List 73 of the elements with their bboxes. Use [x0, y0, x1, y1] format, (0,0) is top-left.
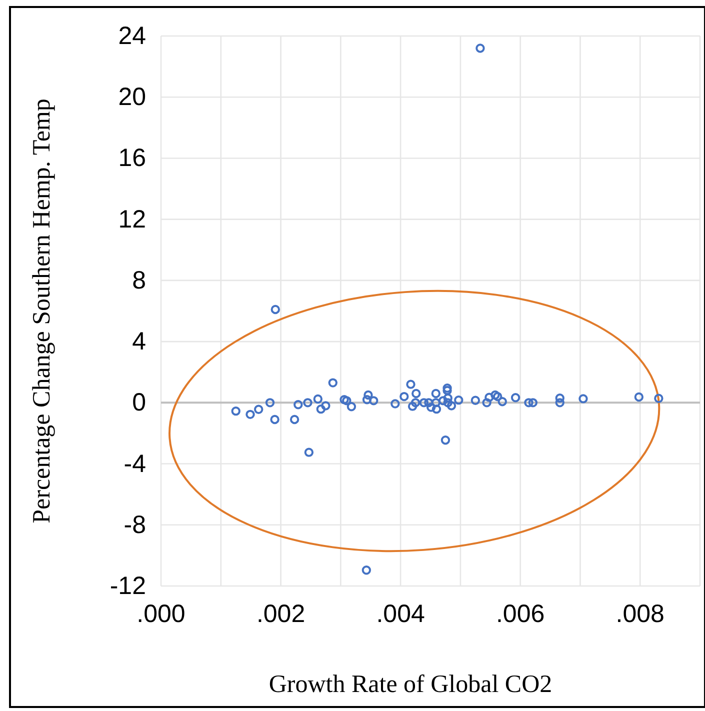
point	[410, 398, 420, 408]
point	[369, 396, 378, 406]
y-tick-label: 16	[118, 144, 146, 172]
point	[654, 394, 664, 403]
point	[440, 436, 450, 445]
point	[438, 396, 448, 406]
point	[400, 392, 409, 402]
point	[412, 388, 421, 398]
point	[408, 402, 418, 411]
point	[443, 393, 452, 403]
y-tick-label: 8	[132, 266, 146, 294]
x-tick-label: .004	[376, 600, 425, 628]
point	[304, 448, 314, 457]
point	[362, 566, 372, 575]
x-tick-label: .006	[496, 600, 545, 628]
y-tick-label: 4	[132, 328, 146, 356]
y-tick-label: -12	[110, 572, 146, 600]
point	[555, 398, 564, 408]
point	[313, 394, 323, 404]
point	[454, 395, 464, 405]
y-tick-label: 12	[118, 205, 146, 234]
y-axis-title: Percentage Change Southern Hemp. Temp	[28, 98, 56, 524]
point	[364, 390, 373, 400]
point	[406, 380, 416, 389]
point	[390, 399, 400, 408]
point	[470, 396, 480, 405]
point	[254, 404, 264, 414]
point	[524, 398, 534, 408]
x-tick-label: .000	[136, 600, 186, 628]
point	[231, 406, 240, 416]
point	[346, 402, 356, 412]
point	[270, 304, 280, 314]
point	[490, 390, 500, 400]
point	[578, 394, 588, 404]
point	[290, 414, 300, 424]
x-tick-label: .008	[616, 600, 664, 628]
point	[442, 384, 452, 393]
point	[634, 392, 644, 402]
point	[482, 398, 492, 408]
y-tick-label: 20	[118, 83, 146, 112]
y-tick-label: 0	[132, 388, 146, 417]
point	[528, 398, 538, 408]
point	[424, 398, 434, 408]
point	[446, 401, 456, 410]
point	[342, 396, 352, 406]
point	[316, 404, 326, 414]
point	[431, 398, 440, 408]
point	[265, 398, 275, 408]
point	[362, 395, 372, 404]
point	[294, 400, 303, 410]
point	[246, 410, 255, 420]
point	[492, 392, 502, 402]
point	[555, 393, 564, 403]
point	[340, 395, 349, 404]
y-tick-label: -4	[124, 450, 146, 478]
point	[328, 378, 338, 388]
point	[419, 398, 429, 408]
x-tick-label: .002	[256, 600, 306, 628]
point	[431, 388, 440, 398]
point	[432, 404, 442, 414]
point	[270, 414, 280, 424]
x-axis-title: Growth Rate of Global CO2	[268, 671, 552, 698]
point	[476, 44, 485, 53]
point	[498, 397, 507, 406]
y-tick-label: 24	[118, 22, 146, 50]
point	[510, 393, 520, 402]
point	[484, 392, 494, 402]
point	[442, 386, 452, 396]
point	[443, 398, 452, 408]
point	[426, 402, 436, 412]
point	[321, 401, 330, 410]
y-tick-label: -8	[124, 510, 146, 539]
point	[303, 398, 312, 408]
